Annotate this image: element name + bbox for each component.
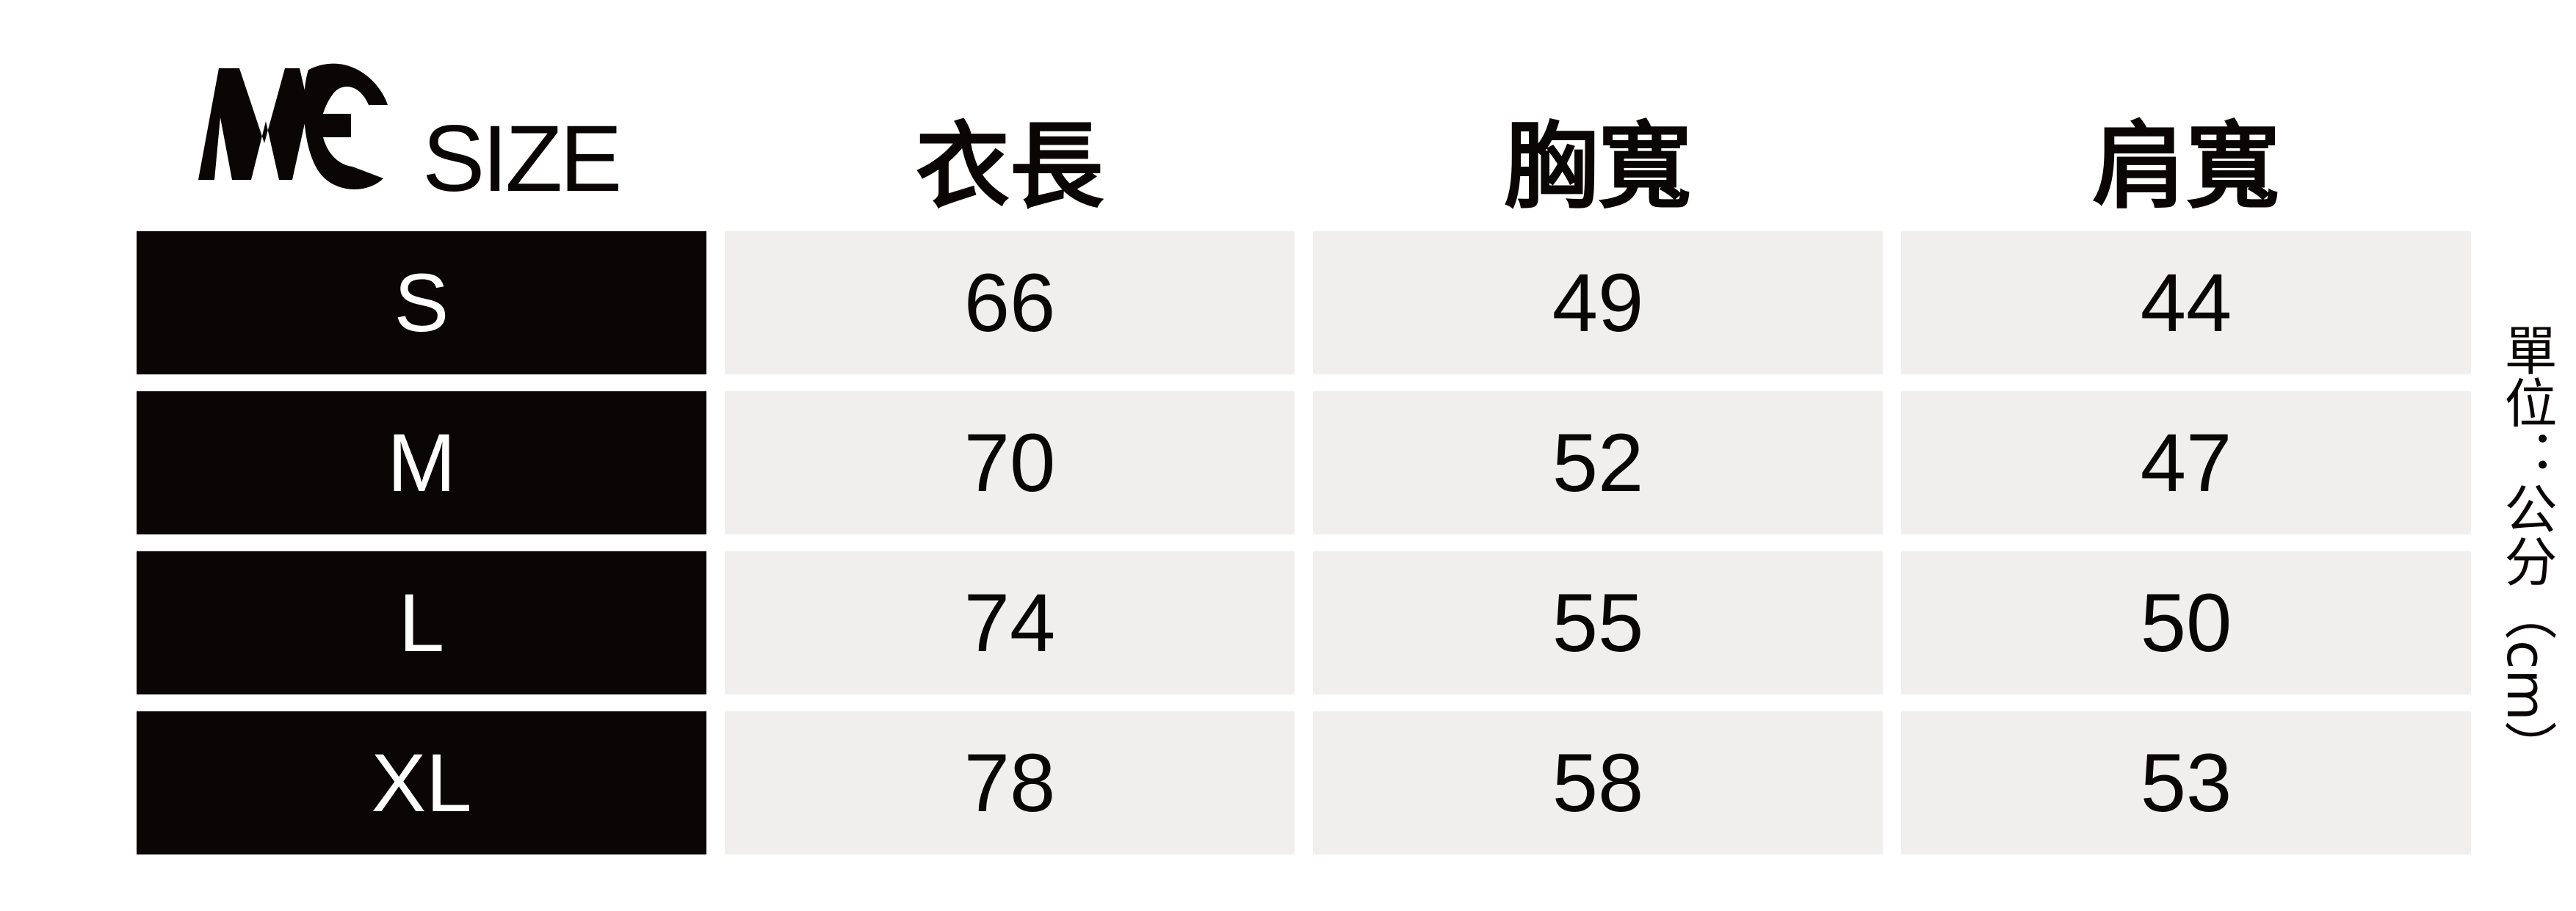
logo-size-text: SIZE [422, 106, 622, 211]
brand-logo: SIZE [198, 62, 639, 206]
header-shoulder: 肩寬 [2091, 112, 2280, 222]
table-cell: 53 [1901, 711, 2471, 854]
table-cell: 49 [1313, 231, 1883, 374]
table-cell: 74 [725, 551, 1295, 694]
table-cell: 58 [1313, 711, 1883, 854]
table-cell: 78 [725, 711, 1295, 854]
header-length: 衣長 [915, 112, 1104, 222]
table-cell: 50 [1901, 551, 2471, 694]
table-cell: 47 [1901, 391, 2471, 534]
size-label: M [137, 391, 706, 534]
mc-logo-mark-icon [198, 63, 388, 189]
size-label: S [137, 231, 706, 374]
size-label: L [137, 551, 706, 694]
size-label: XL [137, 711, 706, 854]
unit-note: 單位：公分（cm） [2495, 323, 2557, 774]
table-cell: 66 [725, 231, 1295, 374]
table-cell: 52 [1313, 391, 1883, 534]
table-cell: 55 [1313, 551, 1883, 694]
table-cell: 70 [725, 391, 1295, 534]
table-cell: 44 [1901, 231, 2471, 374]
header-chest: 胸寬 [1503, 112, 1692, 222]
